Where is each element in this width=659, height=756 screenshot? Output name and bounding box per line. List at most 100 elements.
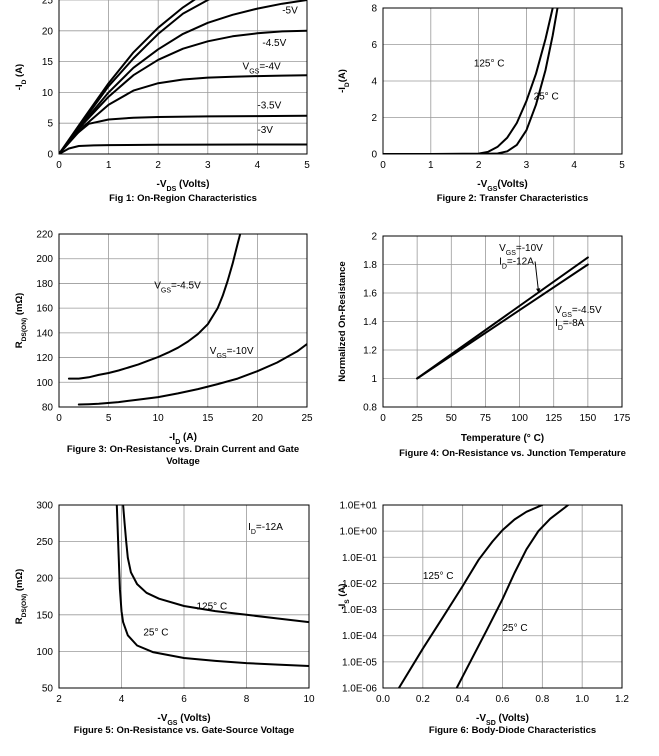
x-tick-label: 1.2 [615, 694, 629, 705]
y-tick-label: 250 [36, 537, 53, 548]
x-axis-label: Temperature (° C) [461, 433, 544, 444]
y-tick-label: 8 [371, 4, 377, 15]
series-line [455, 505, 570, 688]
y-tick-label: 80 [42, 403, 54, 414]
x-tick-label: 10 [303, 694, 315, 705]
y-tick-label: 150 [36, 610, 53, 621]
series-line [67, 234, 242, 380]
y-tick-label: 160 [36, 304, 53, 315]
x-tick-label: 0.2 [416, 694, 430, 705]
y-tick-label: 100 [36, 378, 53, 389]
series-line [416, 263, 589, 380]
chart-4: 0 25 50 75 100 125 150 175 0.8 1 1.2 1.4 1.6 1.8 2 VGS=… [337, 232, 631, 460]
y-tick-label: 1.6 [363, 289, 377, 300]
x-tick-label: 15 [202, 413, 214, 424]
y-tick-label: 4 [371, 77, 377, 88]
x-tick-label: 175 [614, 413, 631, 424]
x-tick-label: 0.8 [535, 694, 549, 705]
series-label: VGS=-4.5V [154, 280, 201, 294]
x-tick-label: 100 [511, 413, 528, 424]
y-tick-label: 180 [36, 279, 53, 290]
chart-1: 0123450510152025-7V-5V-4.5VVGS=-4V-3.5V-… [14, 0, 310, 204]
y-tick-label: 1.0E+01 [339, 501, 377, 512]
series-line [59, 0, 211, 154]
x-tick-label: 1.0 [575, 694, 589, 705]
series-label: 125° C [423, 571, 454, 582]
series-label: 25° C [534, 91, 559, 102]
y-tick-label: 1.2 [363, 346, 377, 357]
y-tick-label: 140 [36, 328, 53, 339]
x-tick-label: 2 [476, 160, 482, 171]
y-tick-label: 200 [36, 254, 53, 265]
x-tick-label: 20 [252, 413, 264, 424]
series-line [397, 505, 544, 688]
series-line [383, 8, 559, 154]
y-axis-label: -IS (A) [337, 583, 351, 609]
series-label: -5V [282, 6, 298, 17]
y-tick-label: 120 [36, 353, 53, 364]
y-axis-label: RDS(ON) (mΩ) [14, 569, 28, 625]
y-tick-label: 200 [36, 574, 53, 585]
x-tick-label: 125 [545, 413, 562, 424]
x-tick-label: 4 [255, 160, 261, 171]
y-tick-label: 10 [42, 88, 54, 99]
series-label: 125° C [197, 602, 228, 613]
y-tick-label: 50 [42, 684, 54, 695]
series-label: 25° C [143, 627, 168, 638]
y-tick-label: 300 [36, 501, 53, 512]
y-tick-label: 1.0E-02 [342, 579, 377, 590]
y-tick-label: 1 [371, 374, 377, 385]
y-tick-label: 25 [42, 0, 54, 7]
y-tick-label: 220 [36, 230, 53, 241]
x-tick-label: 10 [153, 413, 165, 424]
y-tick-label: 1.0E-03 [342, 605, 377, 616]
x-axis-label: -VSD (Volts) [476, 713, 529, 727]
series-label: ID=-8A [555, 318, 585, 332]
chart-3: 0 5 10 15 20 25 80 100 120 140 160 180 200 220 VGS=-4.… [14, 230, 313, 468]
series-label: ID=-12A [248, 522, 283, 536]
series-line [59, 29, 307, 154]
series-line [59, 114, 307, 154]
series-label: VGS=-4.5V [555, 305, 602, 319]
x-tick-label: 0.0 [376, 694, 390, 705]
y-tick-label: 1.8 [363, 260, 377, 271]
y-axis-label: RDS(ON) (mΩ) [14, 293, 28, 349]
plot-frame [58, 233, 308, 408]
x-axis-label: -VGS(Volts) [477, 179, 528, 193]
series-label: ID=-12A [499, 257, 534, 271]
x-tick-label: 5 [619, 160, 625, 171]
x-axis-label: -VDS (Volts) [157, 179, 210, 193]
y-tick-label: 2 [371, 232, 377, 243]
x-tick-label: 0.4 [456, 694, 470, 705]
y-tick-label: 1.0E+00 [339, 527, 377, 538]
series-line [59, 0, 196, 154]
y-tick-label: 5 [47, 119, 53, 130]
x-tick-label: 0 [56, 413, 62, 424]
y-axis-label: -ID (A) [14, 64, 28, 90]
plot-frame [382, 504, 623, 689]
x-tick-label: 0 [380, 413, 386, 424]
series-line [59, 0, 307, 154]
arrow-head [536, 288, 541, 293]
y-tick-label: 1.0E-05 [342, 657, 377, 668]
x-tick-label: 0.6 [496, 694, 510, 705]
series-line [59, 74, 307, 154]
label-arrow [534, 261, 540, 294]
y-tick-label: 0 [371, 150, 377, 161]
series-label: -3.5V [257, 100, 281, 111]
series-line [122, 505, 309, 624]
x-tick-label: 0 [56, 160, 62, 171]
x-tick-label: 150 [580, 413, 597, 424]
x-tick-label: 2 [56, 694, 62, 705]
y-tick-label: 100 [36, 647, 53, 658]
x-tick-label: 6 [181, 694, 187, 705]
x-tick-label: 25 [301, 413, 313, 424]
x-tick-label: 5 [304, 160, 310, 171]
x-axis-label: -ID (A) [169, 432, 197, 446]
chart-2: 0 1 2 3 4 5 0 2 4 6 8 125° C 25° C -VGS(Volts) -ID(A) F… [337, 4, 625, 205]
chart-caption: Fig 1: On-Region Characteristics [109, 193, 257, 204]
series-label: VGS=-10V [499, 243, 543, 257]
x-tick-label: 3 [205, 160, 211, 171]
chart-caption: Voltage [166, 456, 200, 467]
chart-caption: Figure 5: On-Resistance vs. Gate-Source … [74, 725, 295, 736]
